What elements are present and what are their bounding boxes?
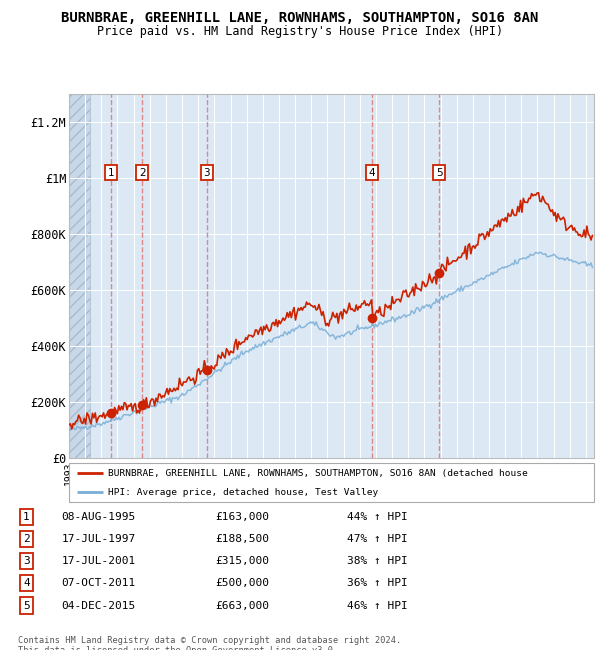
Text: 3: 3: [203, 168, 210, 177]
Text: £500,000: £500,000: [216, 578, 270, 588]
Text: 2: 2: [23, 534, 30, 544]
Text: 1: 1: [23, 512, 30, 521]
Text: 1: 1: [107, 168, 115, 177]
Text: 08-AUG-1995: 08-AUG-1995: [61, 512, 136, 521]
Text: 36% ↑ HPI: 36% ↑ HPI: [347, 578, 407, 588]
Text: 17-JUL-2001: 17-JUL-2001: [61, 556, 136, 566]
Text: BURNBRAE, GREENHILL LANE, ROWNHAMS, SOUTHAMPTON, SO16 8AN (detached house: BURNBRAE, GREENHILL LANE, ROWNHAMS, SOUT…: [109, 469, 528, 478]
Text: 4: 4: [23, 578, 30, 588]
Text: 47% ↑ HPI: 47% ↑ HPI: [347, 534, 407, 544]
Text: 3: 3: [23, 556, 30, 566]
Text: 38% ↑ HPI: 38% ↑ HPI: [347, 556, 407, 566]
Text: HPI: Average price, detached house, Test Valley: HPI: Average price, detached house, Test…: [109, 488, 379, 497]
Text: BURNBRAE, GREENHILL LANE, ROWNHAMS, SOUTHAMPTON, SO16 8AN: BURNBRAE, GREENHILL LANE, ROWNHAMS, SOUT…: [61, 11, 539, 25]
Text: 44% ↑ HPI: 44% ↑ HPI: [347, 512, 407, 521]
Text: 4: 4: [369, 168, 376, 177]
Text: £663,000: £663,000: [216, 601, 270, 610]
Text: £163,000: £163,000: [216, 512, 270, 521]
Bar: [69, 94, 90, 458]
Text: 5: 5: [23, 601, 30, 610]
Text: 04-DEC-2015: 04-DEC-2015: [61, 601, 136, 610]
Text: Contains HM Land Registry data © Crown copyright and database right 2024.
This d: Contains HM Land Registry data © Crown c…: [18, 636, 401, 650]
Text: 07-OCT-2011: 07-OCT-2011: [61, 578, 136, 588]
Text: 17-JUL-1997: 17-JUL-1997: [61, 534, 136, 544]
Text: 2: 2: [139, 168, 146, 177]
Text: 46% ↑ HPI: 46% ↑ HPI: [347, 601, 407, 610]
Text: Price paid vs. HM Land Registry's House Price Index (HPI): Price paid vs. HM Land Registry's House …: [97, 25, 503, 38]
Text: 5: 5: [436, 168, 443, 177]
FancyBboxPatch shape: [69, 463, 594, 502]
Text: £315,000: £315,000: [216, 556, 270, 566]
Text: £188,500: £188,500: [216, 534, 270, 544]
